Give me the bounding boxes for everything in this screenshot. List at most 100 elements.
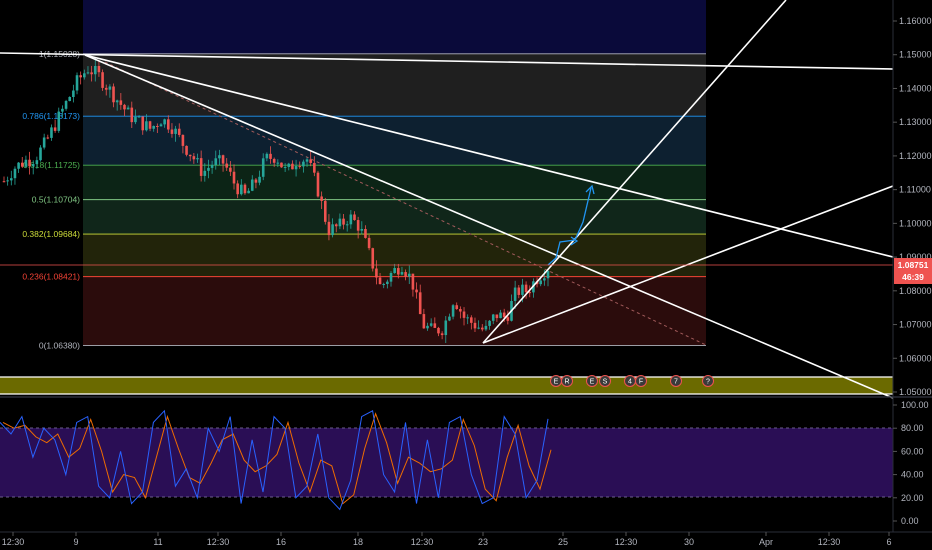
time-tick-label: 12:30 <box>615 537 638 547</box>
event-marker[interactable] <box>586 375 598 387</box>
candle-body <box>258 176 261 183</box>
candle-body <box>506 317 510 321</box>
candle-body <box>108 86 112 90</box>
candle-body <box>462 311 466 318</box>
stoch-k-line[interactable] <box>0 409 549 511</box>
candle-body <box>97 65 101 73</box>
candle-body <box>265 153 269 159</box>
candle-body <box>166 119 170 130</box>
time-tick-label: 12:30 <box>818 537 841 547</box>
candle-body <box>334 224 338 227</box>
candle-body <box>524 284 528 293</box>
fib-zone-5 <box>83 276 706 346</box>
trendlines[interactable] <box>0 0 894 399</box>
arrowhead-2 <box>585 184 595 195</box>
price-tick-label: 1.16000 <box>899 16 932 26</box>
candle-body <box>61 108 64 112</box>
candle-body <box>491 314 495 321</box>
price-axis[interactable]: 1.16000 1.15000 1.14000 1.13000 1.12000 1.110… <box>893 16 932 397</box>
stoch-d-line[interactable] <box>2 412 552 505</box>
candle-body <box>221 155 225 164</box>
time-axis[interactable]: 12:30 9 11 12:30 16 18 12:30 23 25 12:30 30 Apr 12:3… <box>2 532 892 547</box>
candle-body <box>305 159 309 162</box>
event-marker[interactable] <box>702 375 714 387</box>
price-tick-label: 1.06000 <box>899 353 932 363</box>
candle-body <box>440 333 444 336</box>
dashed-trendline[interactable] <box>104 61 707 346</box>
time-tick-label: 23 <box>478 537 488 547</box>
candle-body <box>426 325 429 329</box>
stochastic-oscillator[interactable] <box>0 409 552 511</box>
trendline-top-horizontal[interactable] <box>0 52 894 70</box>
candle-body <box>156 125 159 127</box>
candle-body <box>210 165 214 168</box>
event-marker[interactable] <box>599 375 611 387</box>
time-tick-label: 11 <box>153 537 162 547</box>
candle-body <box>53 127 57 131</box>
candle-body <box>429 323 433 326</box>
trendline-steep-support[interactable] <box>482 0 787 344</box>
economic-events[interactable]: E R E S 4 F 7? <box>550 375 714 387</box>
candle-body <box>104 87 108 90</box>
candle-body <box>57 111 61 131</box>
candle-body <box>68 96 72 101</box>
candle-body <box>338 218 342 227</box>
price-tick-label: 1.09000 <box>899 252 932 262</box>
candle-body <box>93 65 97 75</box>
candle-body <box>378 277 382 285</box>
candle-body <box>24 159 28 167</box>
candle-body <box>309 159 312 163</box>
candle-body <box>382 284 386 286</box>
event-marker[interactable] <box>670 375 682 387</box>
candle-body <box>459 309 462 312</box>
candle-body <box>513 287 517 301</box>
candle-body <box>415 289 418 293</box>
event-marker-glyph: ? <box>706 379 710 386</box>
candle-body <box>177 128 181 135</box>
candle-body <box>163 119 166 125</box>
projection-arrow-2[interactable] <box>574 187 592 241</box>
candle-body <box>364 228 367 238</box>
candle-body <box>254 179 258 183</box>
candle-body <box>192 156 196 160</box>
projection-arrow-1[interactable] <box>547 239 576 266</box>
candle-body <box>188 154 192 157</box>
candle-body <box>451 305 455 317</box>
candle-body <box>272 158 276 163</box>
candle-body <box>342 218 345 225</box>
trendline-lower-channel[interactable] <box>84 54 894 399</box>
candle-body <box>400 272 404 275</box>
candle-body <box>397 268 400 275</box>
trendline-shallow-support[interactable] <box>482 185 894 344</box>
trendline-upper-channel[interactable] <box>84 54 894 258</box>
projection-path[interactable] <box>547 184 595 266</box>
candle-body <box>502 312 506 318</box>
event-marker-glyph: E <box>590 379 595 386</box>
candle-body <box>433 323 437 328</box>
candle-body <box>13 168 17 179</box>
candle-body <box>543 278 546 281</box>
candle-body <box>313 162 316 173</box>
candle-body <box>495 314 499 319</box>
candle-body <box>134 116 137 123</box>
candle-body <box>280 162 283 168</box>
time-tick-label: 30 <box>684 537 694 547</box>
candle-body <box>437 327 440 334</box>
time-tick-label: 12:30 <box>207 537 230 547</box>
candle-body <box>72 90 75 97</box>
fib-retracement[interactable]: 1(1.15028)0.786(1.13173)0.618(1.11725)0.… <box>22 0 706 350</box>
candle-body <box>389 272 393 282</box>
event-marker[interactable] <box>635 375 647 387</box>
candle-body <box>261 158 265 177</box>
candle-body <box>214 158 218 166</box>
candle-body <box>499 312 502 319</box>
candle-body <box>455 305 459 310</box>
candle-body <box>42 137 46 148</box>
oscillator-axis[interactable]: 100.00 80.00 60.00 40.00 20.00 0.00 <box>893 400 929 526</box>
event-marker-glyph: E <box>554 379 559 386</box>
candle-body <box>236 183 239 195</box>
event-marker[interactable] <box>561 375 573 387</box>
price-tick-label: 1.08000 <box>899 286 932 296</box>
fib-zone-3 <box>83 199 706 235</box>
